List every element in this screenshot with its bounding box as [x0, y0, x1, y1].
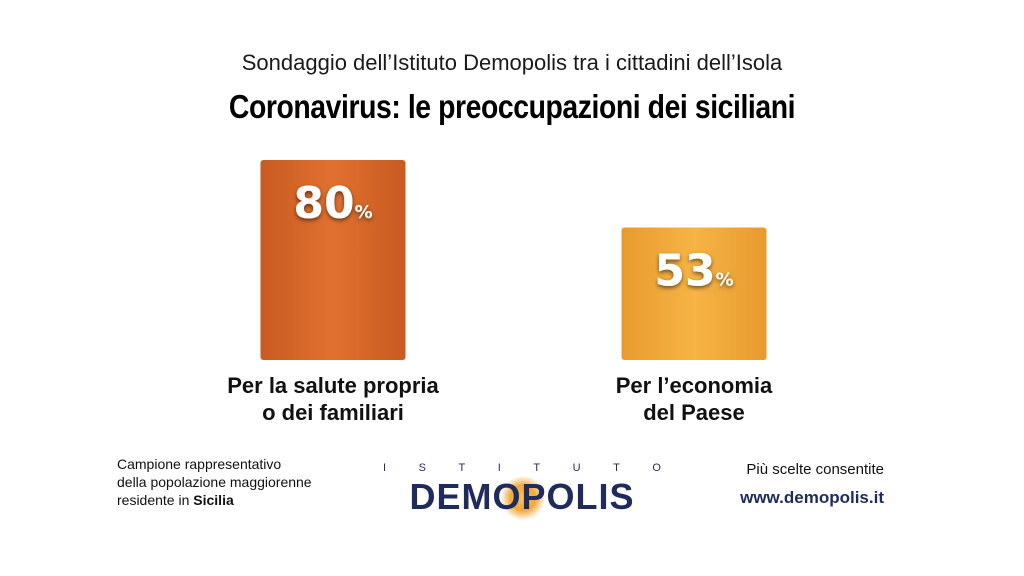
bar-value-label-1: 80%	[293, 178, 372, 229]
logo-letter: I	[383, 462, 387, 474]
sample-line-3-prefix: residente in	[117, 492, 194, 508]
sample-note: Campione rappresentativo della popolazio…	[117, 455, 312, 509]
multiple-choice-note: Più scelte consentite	[746, 461, 884, 478]
category-label-2: Per l’economia del Paese	[544, 372, 844, 426]
logo-sun-icon	[501, 476, 545, 520]
bar-value-unit: %	[716, 270, 734, 291]
category-label-1: Per la salute propria o dei familiari	[183, 372, 483, 426]
logo-letter: I	[497, 462, 501, 474]
website-link[interactable]: www.demopolis.it	[740, 488, 884, 507]
chart-subtitle: Sondaggio dell’Istituto Demopolis tra i …	[241, 50, 783, 75]
logo-letter: T	[613, 462, 620, 474]
category-label-line: Per la salute propria	[227, 373, 439, 398]
bar-value-unit: %	[355, 202, 373, 223]
bar-value-label-2: 53%	[654, 246, 733, 297]
sample-line-1: Campione rappresentativo	[117, 456, 282, 472]
logo-letter: U	[572, 462, 581, 474]
sample-region: Sicilia	[193, 492, 234, 508]
bar-value-number: 80	[293, 178, 354, 229]
category-label-line: del Paese	[643, 400, 745, 425]
logo-name: DEMOPOLIS	[409, 476, 635, 517]
bar-1	[260, 160, 406, 360]
bar-2	[621, 227, 767, 360]
bar-value-number: 53	[654, 246, 715, 297]
logo-letter: S	[418, 462, 426, 474]
logo-letter: O	[652, 462, 661, 474]
category-label-line: Per l’economia	[615, 373, 773, 398]
category-label-line: o dei familiari	[262, 400, 404, 425]
chart-title: Coronavirus: le preoccupazioni dei sicil…	[228, 88, 796, 125]
demopolis-logo: I S T I T U T O DEMOPOLIS	[383, 462, 661, 522]
sample-line-3: residente in Sicilia	[117, 491, 312, 509]
logo-letter: T	[458, 462, 466, 474]
logo-letter: T	[533, 462, 541, 474]
sample-line-2: della popolazione maggiorenne	[117, 474, 312, 490]
